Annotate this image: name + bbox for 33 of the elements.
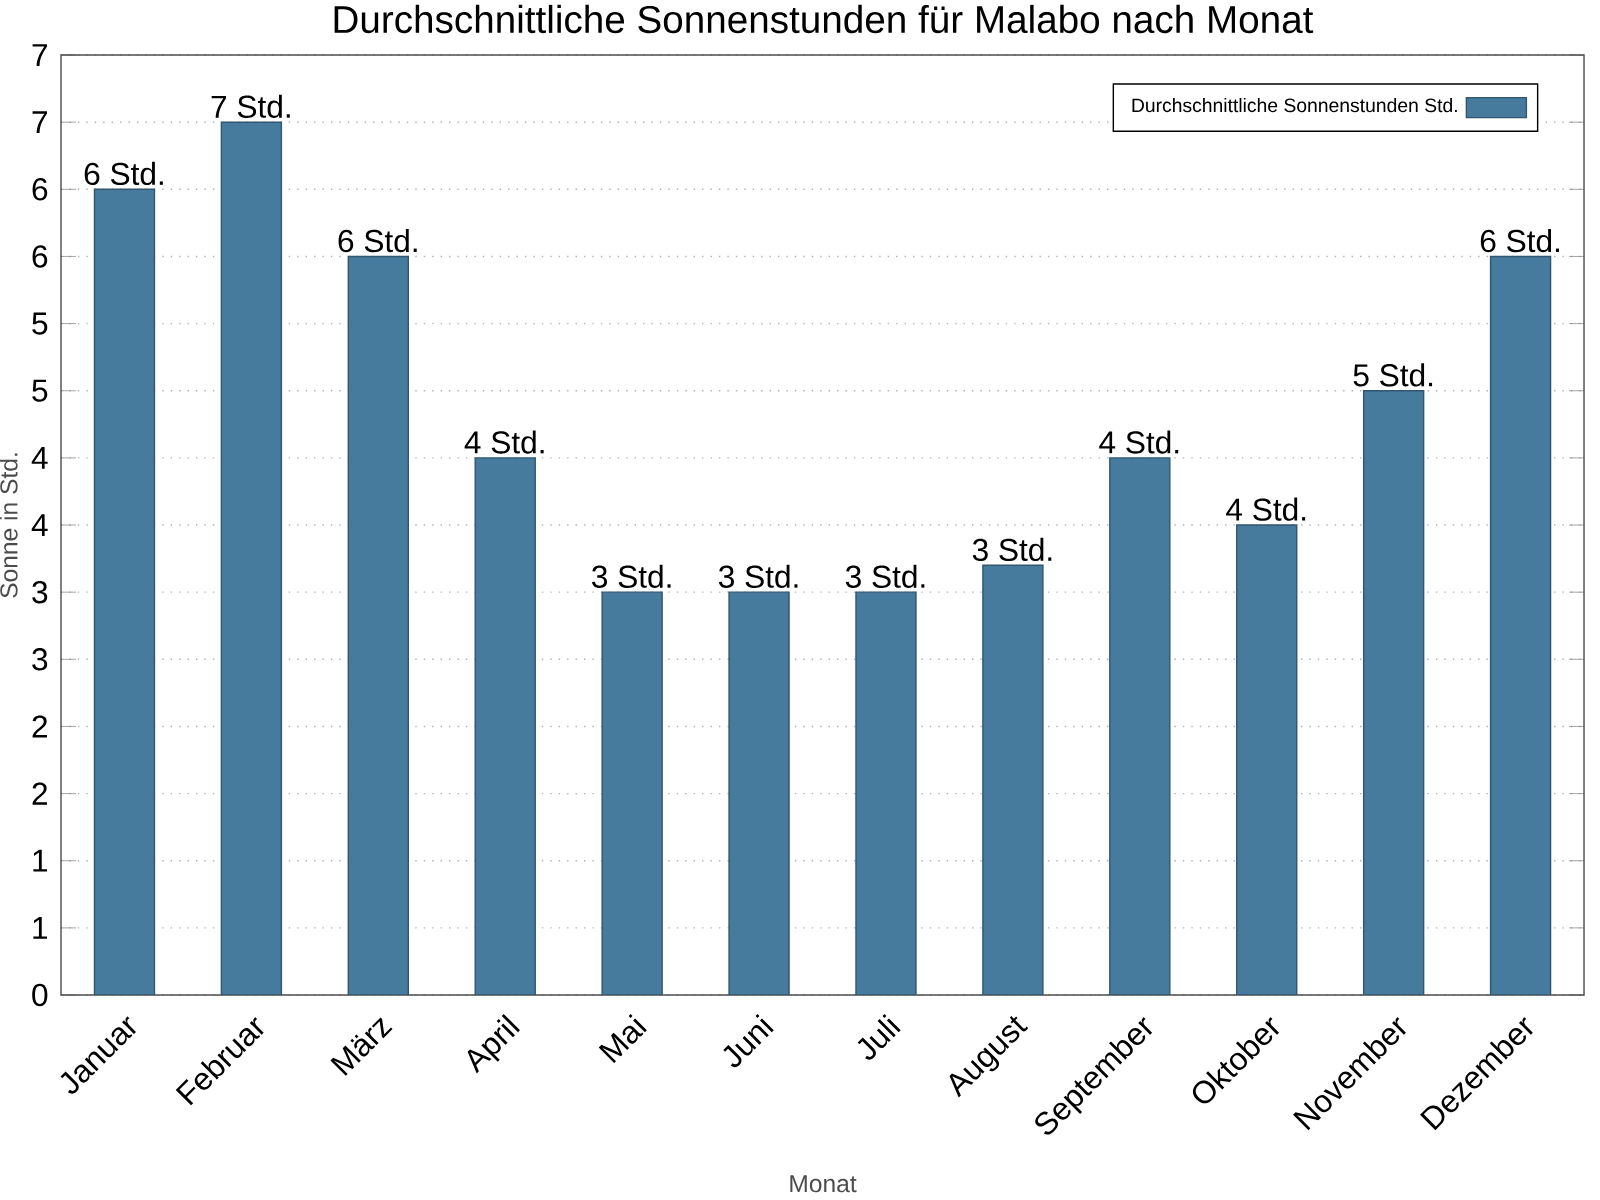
x-tick-label: Juli <box>857 1014 901 1060</box>
data-label: 7 Std. <box>211 94 290 118</box>
y-axis-title: Sonne in Std. <box>0 453 18 598</box>
x-axis-title: Monat <box>790 1175 857 1193</box>
data-label: 4 Std. <box>464 430 544 454</box>
y-tick-label: 6 <box>32 245 48 268</box>
y-tick-label: 3 <box>32 648 48 671</box>
data-label: 6 Std. <box>338 229 417 253</box>
data-label: 4 Std. <box>1099 430 1179 454</box>
y-tick-label: 3 <box>32 580 48 604</box>
data-label: 4 Std. <box>1226 497 1306 521</box>
y-tick-label: 4 <box>31 446 48 469</box>
chart-title: Durchschnittliche Sonnenstunden für Malabo nach Monat <box>334 4 1314 34</box>
y-tick-label: 2 <box>32 782 47 805</box>
data-label: 6 Std. <box>84 161 163 186</box>
y-tick-label: 1 <box>33 849 48 872</box>
data-label: 5 Std. <box>1353 363 1433 387</box>
y-tick-label: 7 <box>32 111 47 134</box>
y-tick-label: 1 <box>33 916 48 939</box>
data-label: 3 Std. <box>972 537 1052 562</box>
y-tick-label: 0 <box>32 983 48 1007</box>
y-tick-label: 6 <box>32 178 48 201</box>
y-tick-label: 5 <box>32 379 48 402</box>
data-label: 3 Std. <box>718 564 798 588</box>
y-tick-label: 2 <box>32 715 47 738</box>
data-label: 6 Std. <box>1480 229 1559 253</box>
data-label: 3 Std. <box>592 564 671 588</box>
y-tick-label: 4 <box>31 514 48 536</box>
x-tick-label: Mai <box>598 1014 647 1063</box>
legend-label: Durchschnittliche Sonnenstunden Std. <box>1132 98 1457 113</box>
y-tick-label: 7 <box>32 44 47 66</box>
data-label: 3 Std. <box>845 564 925 588</box>
y-tick-label: 5 <box>32 312 48 335</box>
